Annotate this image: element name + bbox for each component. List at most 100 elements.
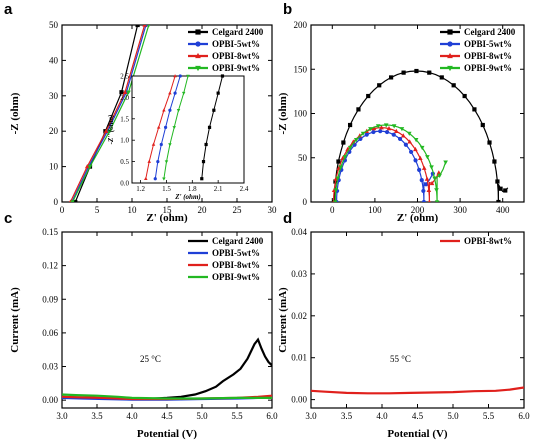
y-axis-title-2: Current (mA) (9, 287, 21, 353)
series-marker-1-2-12 (394, 128, 399, 133)
plot-area-2 (62, 337, 272, 401)
series-marker-1-3-18 (432, 176, 437, 181)
inset-series-marker-2-6 (173, 74, 177, 78)
y-tick-label-3-2: 0.02 (291, 311, 307, 321)
y-tick-label-0-2: 20 (49, 126, 59, 136)
y-tick-label-2-5: 0.15 (42, 227, 58, 237)
series-marker-1-0-21 (498, 186, 503, 191)
series-line-1-0 (333, 70, 509, 202)
x-tick-label-0-5: 25 (233, 205, 243, 215)
series-marker-1-3-10 (383, 123, 389, 128)
series-marker-1-0-20 (496, 199, 501, 202)
y-tick-label-2-0: 0.00 (42, 395, 58, 405)
y-tick-label-1-0: 0 (303, 197, 308, 207)
y-tick-label-3-3: 0.03 (291, 269, 307, 279)
series-marker-1-2-17 (421, 165, 427, 170)
y-axis-title-0: -Z (ohm) (9, 92, 21, 134)
inset-frame-0 (131, 75, 245, 184)
inset-series-marker-0-1 (201, 160, 206, 164)
series-marker-0-3-3 (126, 90, 131, 95)
inset-y-tick-label-0: 0.0 (120, 180, 129, 188)
series-marker-1-2-7 (357, 133, 363, 138)
y-tick-label-1-4: 200 (294, 20, 308, 30)
y-tick-label-2-4: 0.12 (42, 261, 58, 271)
series-marker-1-1-15 (409, 149, 414, 155)
x-tick-label-1-0: 0 (330, 205, 335, 215)
inset-y-tick-label-1: 0.5 (120, 158, 129, 166)
series-marker-0-2-3 (122, 89, 128, 94)
legend-label-0-3: OPBI-9wt% (212, 63, 260, 73)
series-marker-1-0-9 (401, 70, 406, 75)
x-tick-label-3-6: 6.0 (518, 411, 530, 421)
series-marker-1-1-14 (403, 142, 408, 147)
x-tick-label-3-0: 3.0 (305, 411, 317, 421)
series-marker-1-1-19 (421, 188, 426, 194)
x-tick-label-0-6: 30 (268, 205, 278, 215)
x-tick-label-3-2: 4.0 (376, 411, 388, 421)
series-marker-1-3-20 (434, 200, 440, 202)
series-marker-1-1-7 (358, 136, 363, 142)
inset-series-marker-0-4 (212, 108, 216, 112)
x-tick-label-1-1: 100 (368, 205, 382, 215)
x-tick-label-0-4: 20 (198, 205, 208, 215)
inset-y-title: -Z'' (ohm) (107, 115, 115, 145)
inset-x-tick-label-3: 2.1 (214, 185, 223, 193)
x-tick-label-1-4: 400 (496, 205, 510, 215)
inset-series-marker-3-0 (162, 177, 166, 181)
series-marker-1-3-4 (342, 155, 348, 160)
series-marker-1-2-20 (428, 199, 431, 202)
series-marker-1-2-15 (413, 146, 418, 152)
series-marker-0-3-0 (70, 200, 75, 202)
legend-marker-1-1 (447, 41, 453, 47)
series-marker-1-1-21 (423, 182, 429, 187)
series-marker-1-2-19 (426, 187, 432, 193)
x-tick-label-2-6: 6.0 (266, 411, 278, 421)
series-marker-1-3-7 (360, 131, 366, 136)
series-marker-1-0-5 (356, 107, 361, 112)
legend-marker-0-0 (195, 29, 201, 35)
series-marker-0-3-4 (147, 25, 151, 28)
series-marker-1-3-17 (429, 165, 434, 170)
y-tick-label-1-2: 100 (294, 109, 308, 119)
inset-series-marker-1-3 (164, 125, 168, 129)
x-axis-title-3: Potential (V) (387, 428, 448, 440)
x-tick-label-0-2: 10 (128, 205, 138, 215)
panel-b-letter: b (283, 1, 292, 18)
series-marker-1-1-10 (378, 129, 383, 134)
inset-series-marker-1-0 (153, 177, 157, 181)
series-marker-1-3-14 (413, 138, 419, 143)
series-marker-1-0-7 (377, 83, 382, 88)
legend-marker-1-0 (447, 29, 453, 35)
x-tick-label-2-4: 5.0 (196, 411, 208, 421)
series-marker-1-3-13 (406, 131, 412, 136)
series-marker-1-3-22 (443, 160, 448, 165)
inset-series-marker-3-1 (164, 160, 169, 164)
series-marker-1-3-8 (368, 127, 373, 132)
series-marker-1-0-15 (472, 107, 477, 112)
x-tick-label-2-1: 3.5 (91, 411, 103, 421)
series-marker-1-0-12 (439, 75, 444, 80)
x-tick-label-2-0: 3.0 (56, 411, 68, 421)
annotation-3: 55 °C (390, 354, 411, 364)
x-tick-label-3-1: 3.5 (341, 411, 353, 421)
inset-x-title: Z' (ohm) (174, 193, 200, 201)
series-marker-1-0-19 (495, 179, 500, 184)
legend-label-2-1: OPBI-5wt% (212, 248, 260, 258)
x-tick-label-1-3: 300 (453, 205, 467, 215)
legend-label-0-2: OPBI-8wt% (212, 51, 260, 61)
x-tick-label-0-0: 0 (60, 205, 65, 215)
series-marker-1-2-9 (371, 126, 377, 131)
x-tick-label-3-4: 5.0 (447, 411, 459, 421)
legend-label-2-3: OPBI-9wt% (212, 272, 260, 282)
x-tick-label-0-3: 15 (163, 205, 173, 215)
y-tick-label-1-3: 150 (294, 64, 308, 74)
inset-x-tick-label-0: 1.2 (136, 185, 145, 193)
y-tick-label-0-4: 40 (49, 55, 59, 65)
inset-y-tick-label-3: 1.5 (120, 115, 129, 123)
series-marker-1-0-11 (427, 70, 432, 75)
y-tick-label-3-4: 0.04 (291, 227, 307, 237)
plot-frame-3 (310, 231, 525, 409)
inset-series-marker-0-6 (220, 74, 225, 78)
x-tick-label-3-5: 5.5 (483, 411, 495, 421)
